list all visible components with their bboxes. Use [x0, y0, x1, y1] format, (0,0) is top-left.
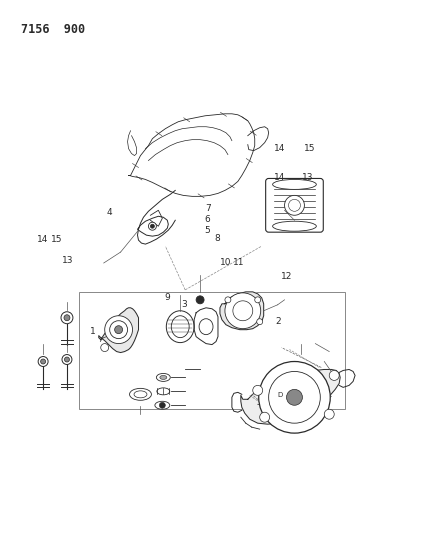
Circle shape [329, 370, 339, 381]
Polygon shape [99, 308, 139, 352]
Text: 1: 1 [90, 327, 96, 336]
Text: 3: 3 [181, 300, 187, 309]
Bar [79, 292, 345, 409]
Text: 14: 14 [274, 144, 285, 154]
Circle shape [61, 312, 73, 324]
Circle shape [38, 357, 48, 367]
Text: 14: 14 [37, 236, 49, 245]
Circle shape [257, 319, 263, 325]
Circle shape [269, 372, 320, 423]
Ellipse shape [166, 311, 194, 343]
Circle shape [324, 409, 334, 419]
Circle shape [288, 199, 300, 211]
Circle shape [105, 316, 133, 344]
Text: 15: 15 [51, 236, 62, 245]
Circle shape [62, 354, 72, 365]
Circle shape [115, 326, 122, 334]
Circle shape [64, 315, 70, 321]
Text: 7: 7 [205, 204, 211, 213]
Ellipse shape [156, 374, 170, 382]
Ellipse shape [273, 180, 316, 189]
Ellipse shape [199, 319, 213, 335]
Text: 9: 9 [164, 293, 170, 302]
Ellipse shape [130, 389, 152, 400]
FancyBboxPatch shape [266, 179, 323, 232]
Polygon shape [241, 369, 340, 424]
Ellipse shape [155, 401, 170, 409]
Text: 13: 13 [302, 173, 313, 182]
Circle shape [286, 389, 303, 405]
Ellipse shape [157, 388, 170, 395]
Text: 12: 12 [281, 271, 292, 280]
Circle shape [149, 222, 156, 230]
Text: 2: 2 [275, 317, 281, 326]
Circle shape [225, 297, 231, 303]
Circle shape [259, 361, 330, 433]
Circle shape [225, 293, 261, 329]
Text: 14: 14 [274, 173, 285, 182]
Circle shape [253, 385, 263, 395]
Circle shape [233, 301, 253, 321]
Ellipse shape [134, 391, 147, 398]
Circle shape [150, 224, 155, 228]
Circle shape [41, 359, 46, 364]
Text: 6: 6 [205, 215, 211, 224]
Circle shape [260, 412, 270, 422]
Text: 15: 15 [304, 144, 315, 154]
Circle shape [65, 357, 69, 362]
Text: D: D [277, 392, 282, 398]
Text: 5: 5 [205, 226, 211, 235]
Text: 11: 11 [232, 258, 244, 266]
Circle shape [285, 196, 304, 215]
Text: 8: 8 [214, 234, 220, 243]
Circle shape [101, 344, 109, 352]
Text: 7156  900: 7156 900 [21, 23, 85, 36]
Ellipse shape [171, 316, 189, 337]
Polygon shape [220, 292, 264, 330]
Ellipse shape [273, 221, 316, 231]
Circle shape [159, 402, 165, 408]
Circle shape [196, 296, 204, 304]
Ellipse shape [160, 375, 167, 379]
Text: 4: 4 [107, 208, 113, 217]
Circle shape [110, 321, 128, 338]
Text: 13: 13 [62, 256, 73, 265]
Circle shape [255, 297, 261, 303]
Text: 10: 10 [220, 258, 232, 266]
